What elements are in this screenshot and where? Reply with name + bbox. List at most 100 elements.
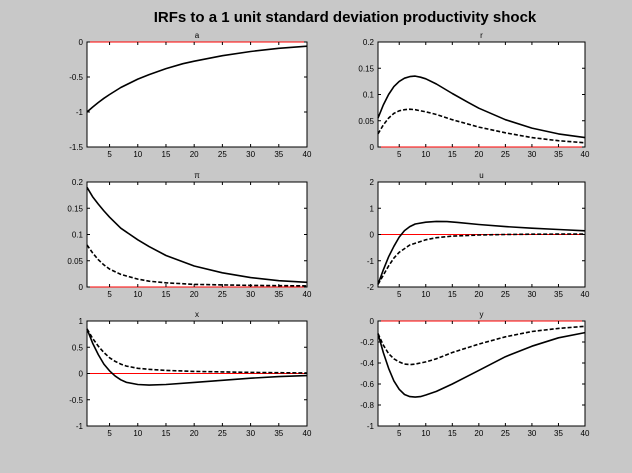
x-tick-label-a: 20 — [190, 150, 199, 159]
panel-r: r 5 10 15 20 25 30 35 40 0 0.05 0.1 0.15 0.2 — [358, 31, 590, 159]
y-tick-label-y: -0.4 — [360, 359, 374, 368]
x-tick-label-x: 15 — [162, 429, 171, 438]
y-tick-label-r: 0.15 — [358, 64, 374, 73]
figure-title: IRFs to a 1 unit standard deviation prod… — [154, 9, 537, 26]
x-tick-label-x: 25 — [218, 429, 227, 438]
y-tick-label-x: 0 — [79, 370, 84, 379]
series-solid-r — [377, 75, 586, 139]
x-tick-label-a: 15 — [162, 150, 171, 159]
series-dashed-u — [377, 233, 586, 285]
plot-area-pi — [86, 181, 308, 288]
x-tick-label-x: 5 — [107, 429, 112, 438]
series-dashed-x — [86, 328, 308, 374]
y-tick-label-u: 2 — [370, 178, 375, 187]
x-tick-label-u: 15 — [448, 290, 457, 299]
x-tick-label-y: 25 — [501, 429, 510, 438]
panel-title-pi: π — [194, 171, 200, 180]
panel-pi: π 5 10 15 20 25 30 35 40 0 0.05 0.1 0.15 0.2 — [67, 171, 312, 299]
y-tick-label-x: -0.5 — [69, 396, 83, 405]
panel-title-u: u — [479, 171, 483, 180]
x-tick-label-y: 15 — [448, 429, 457, 438]
x-tick-label-pi: 20 — [190, 290, 199, 299]
y-tick-label-y: -0.6 — [360, 380, 374, 389]
x-tick-label-a: 5 — [107, 150, 112, 159]
x-tick-label-pi: 30 — [246, 290, 255, 299]
x-tick-label-r: 40 — [581, 150, 590, 159]
x-tick-label-y: 5 — [397, 429, 402, 438]
plot-area-y — [377, 320, 586, 427]
x-tick-label-y: 20 — [474, 429, 483, 438]
x-tick-label-r: 5 — [397, 150, 402, 159]
x-tick-label-pi: 15 — [162, 290, 171, 299]
series-solid-pi — [86, 186, 308, 284]
x-tick-label-r: 20 — [474, 150, 483, 159]
series-solid-a — [86, 45, 308, 113]
series-dashed-y — [377, 325, 586, 366]
y-tick-label-pi: 0.15 — [67, 204, 83, 213]
y-tick-label-pi: 0.2 — [72, 178, 84, 187]
panel-title-a: a — [195, 31, 200, 40]
plot-area-a — [86, 41, 308, 148]
x-tick-label-u: 25 — [501, 290, 510, 299]
y-tick-label-u: -1 — [367, 257, 375, 266]
x-tick-label-x: 20 — [190, 429, 199, 438]
x-tick-label-u: 20 — [474, 290, 483, 299]
series-solid-u — [377, 220, 586, 285]
y-tick-label-a: -1.5 — [69, 143, 83, 152]
x-tick-label-x: 30 — [246, 429, 255, 438]
x-tick-label-r: 30 — [527, 150, 536, 159]
y-tick-label-pi: 0.05 — [67, 257, 83, 266]
y-tick-label-pi: 0 — [79, 283, 84, 292]
y-tick-label-y: -1 — [367, 422, 375, 431]
x-tick-label-pi: 10 — [133, 290, 142, 299]
x-tick-label-u: 30 — [527, 290, 536, 299]
x-tick-label-pi: 25 — [218, 290, 227, 299]
y-tick-label-pi: 0.1 — [72, 231, 84, 240]
panel-x: x 5 10 15 20 25 30 35 40 -1 -0.5 0 0.5 1 — [69, 310, 312, 438]
series-dashed-pi — [86, 244, 308, 287]
x-tick-label-a: 35 — [274, 150, 283, 159]
x-tick-label-u: 35 — [554, 290, 563, 299]
panel-y: y 5 10 15 20 25 30 35 40 -1 -0.8 -0.6 -0.4 -0.2 0 — [360, 310, 590, 438]
panel-title-x: x — [195, 310, 199, 319]
y-tick-label-u: -2 — [367, 283, 375, 292]
x-tick-label-y: 10 — [421, 429, 430, 438]
x-tick-label-u: 10 — [421, 290, 430, 299]
x-tick-label-y: 35 — [554, 429, 563, 438]
x-tick-label-u: 5 — [397, 290, 402, 299]
y-tick-label-y: 0 — [370, 317, 375, 326]
x-tick-label-pi: 40 — [303, 290, 312, 299]
series-solid-x — [86, 328, 308, 386]
y-tick-label-a: 0 — [79, 38, 84, 47]
y-tick-label-u: 0 — [370, 231, 375, 240]
x-tick-label-a: 10 — [133, 150, 142, 159]
y-tick-label-a: -0.5 — [69, 73, 83, 82]
panel-a: a 5 10 15 20 25 30 35 40 -1.5 -1 -0.5 0 — [69, 31, 312, 159]
y-tick-label-x: 0.5 — [72, 343, 84, 352]
x-tick-label-r: 15 — [448, 150, 457, 159]
x-tick-label-x: 35 — [274, 429, 283, 438]
y-tick-label-r: 0 — [370, 143, 375, 152]
x-tick-label-a: 25 — [218, 150, 227, 159]
y-tick-label-u: 1 — [370, 204, 375, 213]
y-tick-label-a: -1 — [76, 108, 84, 117]
panel-title-y: y — [480, 310, 484, 319]
y-tick-label-r: 0.05 — [358, 117, 374, 126]
x-tick-label-pi: 5 — [107, 290, 112, 299]
x-tick-label-y: 30 — [527, 429, 536, 438]
x-tick-label-r: 10 — [421, 150, 430, 159]
x-tick-label-r: 35 — [554, 150, 563, 159]
plot-area-r — [377, 41, 586, 148]
y-tick-label-r: 0.1 — [363, 91, 375, 100]
series-solid-y — [377, 331, 586, 398]
x-tick-label-u: 40 — [581, 290, 590, 299]
x-tick-label-y: 40 — [581, 429, 590, 438]
x-tick-label-a: 40 — [303, 150, 312, 159]
y-tick-label-x: -1 — [76, 422, 84, 431]
x-tick-label-x: 40 — [303, 429, 312, 438]
y-tick-label-y: -0.2 — [360, 338, 374, 347]
y-tick-label-r: 0.2 — [363, 38, 375, 47]
y-tick-label-y: -0.8 — [360, 401, 374, 410]
